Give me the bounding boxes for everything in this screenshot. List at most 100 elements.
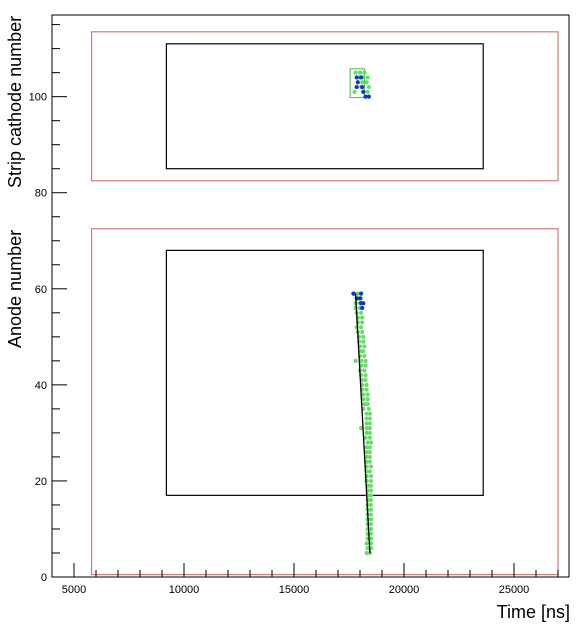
hit-point — [351, 291, 356, 296]
hit-point — [367, 421, 372, 426]
hit-point — [361, 339, 366, 344]
hit-point — [353, 358, 358, 363]
x-tick-label: 25000 — [499, 584, 530, 596]
hit-point — [364, 445, 369, 450]
hit-point — [364, 416, 369, 421]
hit-point — [360, 315, 365, 320]
hit-point — [360, 320, 365, 325]
hit-point — [365, 392, 370, 397]
hit-point — [365, 75, 370, 80]
hit-point — [365, 440, 370, 445]
hit-point — [361, 89, 366, 94]
x-tick-label: 15000 — [279, 584, 310, 596]
hit-point — [368, 498, 374, 503]
y-tick-label: 40 — [35, 380, 47, 392]
hit-point — [363, 358, 368, 363]
hit-point — [363, 377, 368, 383]
hit-point — [366, 406, 371, 411]
hit-point — [364, 387, 369, 392]
hit-points — [351, 70, 374, 556]
hit-point — [361, 392, 366, 397]
hit-point — [365, 546, 370, 551]
hit-point — [364, 382, 369, 387]
track-fit-line — [354, 293, 371, 554]
hit-point — [368, 512, 374, 517]
y-tick-label: 0 — [41, 572, 47, 584]
x-tick-label: 5000 — [62, 584, 86, 596]
hit-point — [365, 401, 370, 407]
selection-regions — [90, 31, 559, 576]
y-tick-label: 20 — [35, 476, 47, 488]
hit-point — [362, 368, 367, 373]
hit-point — [360, 80, 365, 85]
hit-point — [368, 526, 374, 532]
hit-point — [367, 430, 372, 435]
hit-point — [359, 75, 364, 80]
y-axis-title-anode: Anode number — [5, 230, 25, 348]
hit-point — [364, 421, 369, 426]
hit-point — [364, 450, 369, 455]
hit-point — [359, 358, 364, 363]
region-cluster-box-4 — [349, 68, 365, 99]
hit-point — [363, 435, 368, 440]
hit-point — [354, 75, 359, 80]
hit-point — [359, 325, 364, 330]
hit-point — [364, 550, 369, 556]
hit-point — [360, 84, 365, 90]
hit-point — [368, 531, 374, 536]
hit-point — [368, 502, 374, 508]
hit-point — [353, 70, 358, 75]
hit-point — [362, 401, 367, 407]
hit-point — [357, 296, 363, 301]
hit-point — [354, 84, 359, 90]
y-axis-title-strip-cathode: Strip cathode number — [5, 16, 25, 188]
hit-point — [367, 445, 372, 450]
region-outer-2 — [90, 228, 559, 576]
hit-point — [367, 450, 372, 455]
hit-point — [362, 353, 367, 359]
hit-point — [359, 291, 364, 296]
hit-point — [359, 310, 364, 315]
hit-point — [368, 483, 374, 488]
hit-point — [368, 522, 374, 527]
hit-point — [364, 430, 369, 435]
hit-point — [360, 377, 365, 383]
x-axis-title: Time [ns] — [497, 602, 570, 622]
hit-point — [359, 425, 364, 431]
hit-point — [364, 80, 369, 85]
hit-point — [361, 301, 366, 306]
hit-point — [367, 425, 372, 431]
hit-point — [360, 305, 365, 311]
hit-point — [366, 84, 371, 90]
hit-point — [367, 411, 372, 416]
y-tick-label: 80 — [35, 188, 47, 200]
hit-point — [364, 425, 369, 431]
hit-point — [364, 411, 369, 416]
y-axis: 0 20 40 60 80 100 — [29, 24, 67, 584]
y-tick-label: 100 — [29, 92, 47, 104]
x-tick-label: 10000 — [169, 584, 200, 596]
hit-point — [364, 541, 369, 546]
hit-point — [352, 89, 357, 94]
hit-point — [367, 459, 372, 464]
hit-point — [367, 435, 372, 440]
x-tick-label: 20000 — [389, 584, 420, 596]
hit-point — [368, 440, 374, 445]
hit-point — [363, 363, 368, 368]
hit-point — [362, 70, 367, 75]
hit-point — [361, 349, 366, 354]
hit-point — [368, 488, 374, 493]
hit-point — [367, 454, 372, 460]
hit-point — [364, 454, 369, 460]
y-tick-label: 60 — [35, 284, 47, 296]
hit-point — [368, 474, 374, 479]
hit-point — [368, 464, 374, 469]
hit-point — [366, 94, 371, 99]
hit-point — [361, 397, 366, 402]
hit-point — [362, 344, 367, 349]
region-outer-0 — [90, 31, 559, 182]
hit-point — [363, 94, 368, 99]
hit-point — [368, 536, 374, 541]
hit-point — [367, 416, 372, 421]
